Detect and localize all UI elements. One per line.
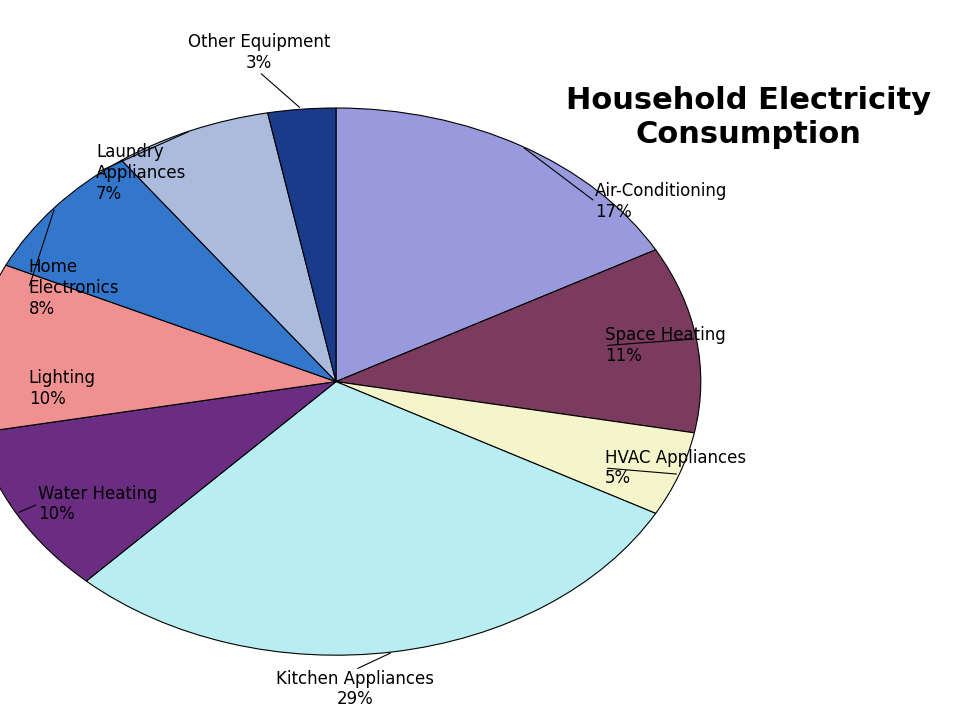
- Wedge shape: [336, 250, 701, 433]
- Wedge shape: [122, 113, 336, 382]
- Text: Home
Electronics
8%: Home Electronics 8%: [29, 258, 119, 318]
- Wedge shape: [268, 108, 336, 382]
- Text: Kitchen Appliances
29%: Kitchen Appliances 29%: [276, 670, 434, 708]
- Wedge shape: [86, 382, 656, 655]
- Wedge shape: [0, 265, 336, 433]
- Text: Lighting
10%: Lighting 10%: [29, 369, 96, 408]
- Wedge shape: [336, 108, 656, 382]
- Text: HVAC Appliances
5%: HVAC Appliances 5%: [605, 449, 746, 487]
- Text: Water Heating
10%: Water Heating 10%: [38, 485, 157, 523]
- Text: Air-Conditioning
17%: Air-Conditioning 17%: [595, 182, 728, 221]
- Text: Laundry
Appliances
7%: Laundry Appliances 7%: [96, 143, 186, 202]
- Wedge shape: [0, 382, 336, 581]
- Wedge shape: [336, 382, 694, 513]
- Text: Household Electricity
Consumption: Household Electricity Consumption: [566, 86, 931, 149]
- Text: Space Heating
11%: Space Heating 11%: [605, 326, 726, 365]
- Wedge shape: [6, 161, 336, 382]
- Text: Other Equipment
3%: Other Equipment 3%: [188, 33, 330, 72]
